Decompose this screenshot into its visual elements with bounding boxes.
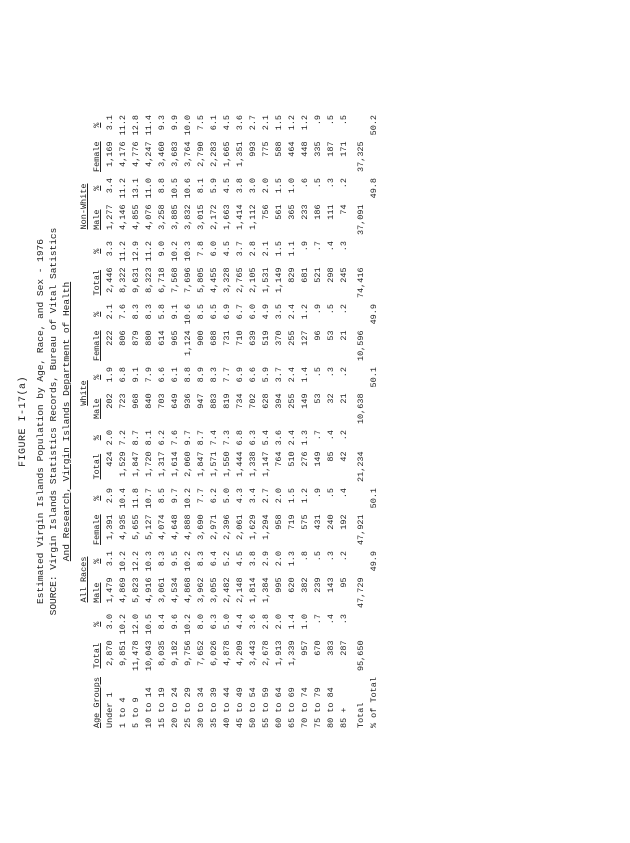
table-row: 50 to 543,4433.61,8143.81,6293.41,3386.3… (246, 112, 259, 731)
figure-label: FIGURE I-17(a) (18, 20, 29, 823)
table-row: 60 to 641,9132.09952.09582.07643.63943.7… (272, 112, 285, 731)
population-table: All Races White Non-White Age Groups Tot… (77, 112, 380, 731)
pct-totals-row: % of Total 49.9 50.1 50.1 49.9 49.8 50.2 (368, 112, 381, 731)
table-row: Under 12,8703.01,4793.11,3912.94242.0202… (103, 112, 116, 731)
title-line2: SOURCE: Virgin Islands Statistics Record… (48, 20, 61, 823)
table-row: 1 to 49,85110.24,86910.24,93510.41,5297.… (116, 112, 129, 731)
title-line3: And Research, Virgin Islands Department … (61, 282, 74, 561)
table-row: 85 +287.395.2192.442.221.221.2245.374.21… (337, 112, 350, 731)
table-row: 20 to 249,1829.64,5349.54,6489.71,6147.6… (168, 112, 181, 731)
table-row: 55 to 592,6782.81,3842.91,2942.71,1475.4… (259, 112, 272, 731)
table-row: 70 to 749571.0382.85751.22761.31491.4127… (298, 112, 311, 731)
table-row: 25 to 299,75610.24,86810.24,88810.22,060… (181, 112, 194, 731)
table-row: 45 to 494,2094.42,1484.52,0614.31,4446.8… (233, 112, 246, 731)
table-row: 80 to 84383.4143.3240.585.432.353.5298.4… (324, 112, 337, 731)
table-row: 65 to 691,3391.46201.37191.55102.42552.4… (285, 112, 298, 731)
table-row: 40 to 444,8785.02,4825.22,3965.01,5507.3… (220, 112, 233, 731)
group-all-races: All Races (77, 485, 90, 674)
group-non-white: Non-White (77, 112, 90, 301)
table-row: 15 to 198,0358.43,0618.34,0748.51,3176.2… (155, 112, 168, 731)
totals-row: Total 95,650 47,729 47,921 21,234 10,638… (350, 112, 368, 731)
title-block: Estimated Virgin Islands Population by A… (35, 20, 73, 823)
age-header: Age Groups (90, 674, 103, 731)
table-row: 5 to 911,47812.05,82312.25,65511.81,8478… (129, 112, 142, 731)
group-white: White (77, 301, 90, 485)
title-line1: Estimated Virgin Islands Population by A… (35, 20, 48, 823)
table-row: 35 to 396,0266.33,0556.42,9716.21,5717.4… (207, 112, 220, 731)
table-row: 30 to 347,6528.03,9628.33,6907.71,8478.7… (194, 112, 207, 731)
table-row: 75 to 79670.7239.5431.9149.753.596.9521.… (311, 112, 324, 731)
table-row: 10 to 1410,04310.54,91610.35,12710.71,72… (142, 112, 155, 731)
